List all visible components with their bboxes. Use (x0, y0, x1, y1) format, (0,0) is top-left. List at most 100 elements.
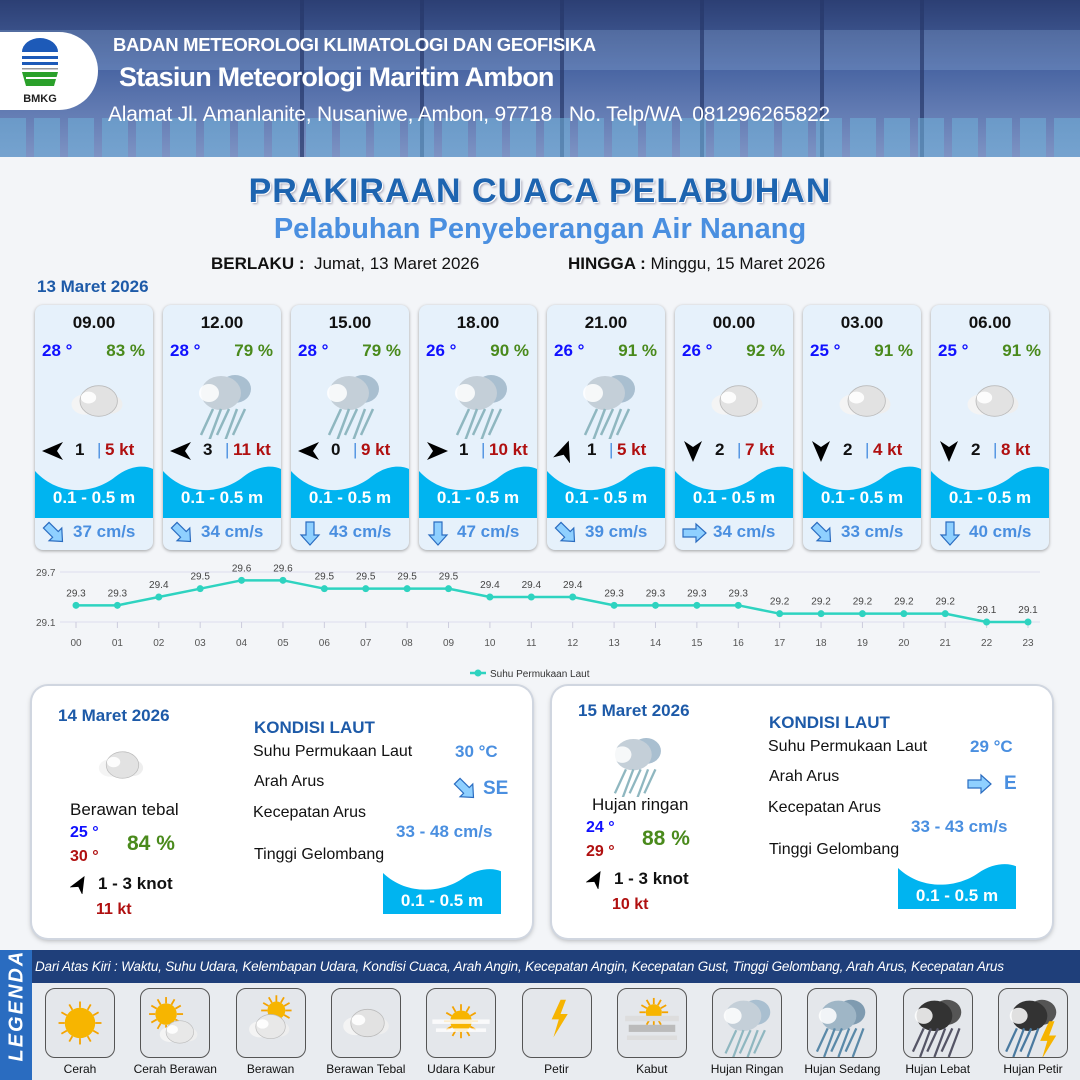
legend-label: Petir (544, 1062, 569, 1076)
data-label: 29.4 (149, 580, 169, 591)
forecast-card: 15.00 28 ° 79 % 0 | 9 kt 0.1 - 0.5 m 43 … (291, 305, 409, 550)
valid-from: BERLAKU : Jumat, 13 Maret 2026 (211, 254, 480, 273)
humidity: 92 % (746, 341, 785, 360)
data-label: 29.5 (356, 572, 376, 583)
data-label: 29.5 (315, 572, 335, 583)
x-tick-label: 16 (733, 638, 745, 649)
wave-height: 0.1 - 0.5 m (820, 488, 904, 507)
air-temperature: 26 ° (426, 341, 457, 360)
hujan-ringan-icon (187, 363, 263, 442)
data-point (113, 601, 121, 609)
air-temperature: 25 ° (938, 341, 969, 360)
data-label: 29.5 (190, 572, 210, 583)
x-tick-label: 19 (857, 638, 869, 649)
air-temperature: 28 ° (298, 341, 329, 360)
berawan-tebal-icon (59, 363, 135, 439)
legend-side-label: LEGENDA (0, 950, 32, 1080)
data-label: 29.6 (273, 563, 293, 574)
station-address: Alamat Jl. Amanlanite, Nusaniwe, Ambon, … (108, 103, 831, 126)
data-label: 29.4 (480, 580, 500, 591)
x-tick-label: 07 (360, 638, 372, 649)
wave-icon (931, 463, 1049, 518)
bmkg-logo: BMKG (0, 32, 98, 110)
sst-label: Suhu Permukaan Laut (253, 743, 413, 760)
weather-label: Berawan tebal (70, 800, 179, 819)
data-point (72, 601, 80, 609)
current-direction-icon (169, 520, 195, 546)
current-direction-label: Arah Arus (254, 773, 325, 790)
wind-speed: 2 (843, 440, 853, 459)
x-tick-label: 08 (402, 638, 414, 649)
max-temperature: 29 ° (586, 843, 615, 860)
forecast-card: 18.00 26 ° 90 % 1 | 10 kt 0.1 - 0.5 m 47… (419, 305, 537, 550)
air-temperature: 26 ° (554, 341, 585, 360)
min-temperature: 25 ° (70, 824, 99, 841)
wave-height: 0.1 - 0.5 m (436, 488, 520, 507)
data-point (155, 593, 163, 601)
wind-speed: 2 (971, 440, 981, 459)
x-tick-label: 09 (443, 638, 455, 649)
panel-date: 14 Maret 2026 (58, 706, 170, 725)
current-speed: 33 - 48 cm/s (396, 822, 493, 841)
wind-speed: 1 (75, 440, 85, 459)
wind-direction-icon (169, 439, 193, 463)
x-tick-label: 10 (484, 638, 496, 649)
hujan-ringan-icon (712, 988, 783, 1060)
wave-icon (547, 463, 665, 518)
gust-speed: 10 kt (612, 896, 649, 913)
data-point (445, 585, 453, 593)
forecast-time: 21.00 (584, 313, 628, 332)
wave-icon (291, 463, 409, 518)
wind-direction-icon (809, 439, 833, 463)
data-point (486, 593, 494, 601)
current-direction-icon (553, 520, 579, 546)
data-point (610, 601, 618, 609)
humidity: 91 % (618, 341, 657, 360)
x-tick-label: 13 (609, 638, 621, 649)
humidity: 79 % (362, 341, 401, 360)
wind-speed: 1 (459, 440, 469, 459)
port-name: Pelabuhan Penyeberangan Air Nanang (273, 213, 807, 245)
min-temperature: 24 ° (586, 819, 615, 836)
sea-condition-title: KONDISI LAUT (254, 718, 375, 737)
gust-speed: 11 kt (233, 440, 271, 459)
x-tick-label: 15 (691, 638, 703, 649)
x-tick-label: 11 (526, 638, 537, 649)
data-label: 29.1 (977, 605, 997, 616)
y-tick-label: 29.7 (36, 568, 56, 579)
data-point (651, 601, 659, 609)
gust-speed: 5 kt (105, 440, 135, 459)
cerah-berawan-icon (140, 988, 211, 1058)
legend-label: Cerah Berawan (133, 1062, 217, 1076)
data-label: 29.6 (232, 563, 252, 574)
berawan-tebal-icon (955, 363, 1031, 439)
hujan-petir-icon (998, 988, 1068, 1059)
current-direction-icon (41, 520, 67, 546)
legend-label: Berawan (246, 1062, 295, 1076)
current-direction-icon (937, 520, 963, 546)
gust-speed: 11 kt (96, 901, 132, 918)
data-label: 29.3 (646, 588, 666, 599)
x-tick-label: 06 (319, 638, 331, 649)
series-line (76, 579, 1028, 624)
x-tick-label: 12 (567, 638, 579, 649)
current-direction-icon (966, 771, 992, 797)
data-label: 29.1 (1018, 605, 1038, 616)
current-speed-label: Kecepatan Arus (253, 804, 366, 821)
hujan-ringan-icon (571, 363, 647, 442)
agency-name: BADAN METEOROLOGI KLIMATOLOGI DAN GEOFIS… (113, 34, 596, 55)
panel-date: 15 Maret 2026 (578, 701, 690, 720)
wave-height: 0.1 - 0.5 m (400, 891, 484, 910)
data-label: 29.2 (935, 597, 955, 608)
data-point (983, 618, 991, 626)
data-label: 29.2 (894, 597, 914, 608)
berawan-icon (235, 988, 306, 1058)
forecast-time: 12.00 (200, 313, 244, 332)
current-speed: 39 cm/s (585, 522, 648, 541)
gust-speed: 10 kt (489, 440, 528, 459)
forecast-card: 06.00 25 ° 91 % 2 | 8 kt 0.1 - 0.5 m 40 … (931, 305, 1049, 550)
wave-icon (675, 463, 793, 518)
data-point (900, 610, 908, 618)
wind-direction-icon (553, 439, 577, 464)
x-tick-label: 00 (70, 638, 82, 649)
